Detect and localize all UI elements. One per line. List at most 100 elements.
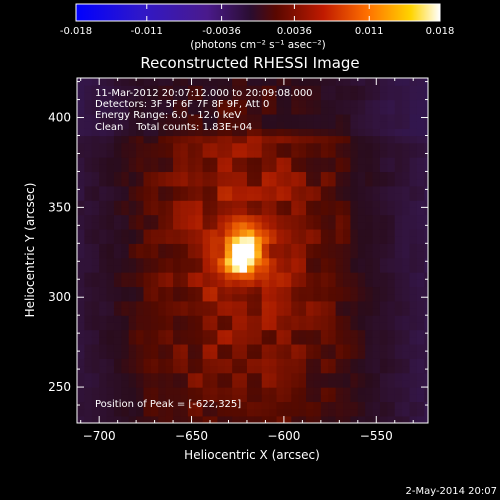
heatmap-cell: [165, 106, 174, 115]
heatmap-cell: [372, 142, 381, 151]
heatmap-cell: [246, 243, 255, 252]
heatmap-cell: [261, 329, 270, 338]
heatmap-cell: [298, 315, 307, 323]
heatmap-cell: [113, 106, 122, 115]
heatmap-cell: [409, 92, 418, 101]
heatmap-cell: [91, 135, 100, 144]
heatmap-cell: [239, 164, 248, 173]
heatmap-cell: [409, 142, 418, 151]
heatmap-cell: [372, 92, 381, 101]
heatmap-cell: [143, 408, 152, 417]
heatmap-cell: [180, 315, 189, 323]
heatmap-cell: [165, 121, 174, 129]
heatmap-cell: [232, 272, 241, 280]
heatmap-cell: [113, 214, 122, 223]
heatmap-cell: [232, 78, 241, 86]
heatmap-cell: [357, 415, 366, 423]
heatmap-cell: [313, 92, 322, 101]
heatmap-cell: [254, 200, 263, 208]
heatmap-cell: [343, 415, 352, 423]
heatmap-cell: [239, 178, 248, 187]
heatmap-cell: [77, 193, 85, 201]
heatmap-cell: [387, 279, 396, 288]
heatmap-cell: [269, 286, 278, 295]
heatmap-cell: [158, 272, 167, 280]
heatmap-cell: [261, 300, 270, 309]
y-tick-label: 250: [48, 380, 71, 394]
heatmap-cell: [313, 221, 322, 230]
heatmap-cell: [261, 236, 270, 244]
heatmap-cell: [328, 257, 337, 266]
heatmap-cell: [424, 300, 428, 309]
heatmap-cell: [313, 185, 322, 194]
heatmap-cell: [283, 243, 292, 252]
heatmap-cell: [402, 85, 411, 93]
heatmap-cell: [246, 78, 255, 86]
heatmap-cell: [224, 113, 233, 122]
heatmap-cell: [232, 415, 241, 423]
heatmap-cell: [291, 257, 300, 266]
heatmap-cell: [328, 193, 337, 201]
heatmap-cell: [387, 315, 396, 323]
heatmap-cell: [402, 336, 411, 345]
heatmap-cell: [269, 322, 278, 331]
heatmap-cell: [217, 394, 226, 403]
heatmap-cell: [409, 351, 418, 359]
heatmap-cell: [394, 236, 403, 244]
heatmap-cell: [136, 343, 145, 352]
heatmap-cell: [187, 185, 196, 194]
heatmap-cell: [416, 113, 425, 122]
heatmap-cell: [261, 221, 270, 230]
heatmap-cell: [343, 207, 352, 216]
heatmap-cell: [269, 200, 278, 208]
heatmap-cell: [143, 171, 152, 180]
heatmap-cell: [128, 164, 137, 173]
heatmap-cell: [379, 293, 388, 302]
heatmap-cell: [121, 135, 130, 144]
heatmap-cell: [335, 78, 344, 86]
heatmap-cell: [343, 379, 352, 388]
heatmap-cell: [232, 308, 241, 316]
heatmap-cell: [106, 193, 115, 201]
heatmap-cell: [77, 322, 85, 331]
heatmap-cell: [313, 157, 322, 165]
heatmap-cell: [128, 178, 137, 187]
heatmap-cell: [283, 408, 292, 417]
heatmap-cell: [187, 293, 196, 302]
heatmap-cell: [210, 78, 218, 86]
heatmap-cell: [180, 185, 189, 194]
heatmap-cell: [350, 257, 359, 266]
heatmap-cell: [379, 214, 388, 223]
heatmap-cell: [254, 106, 263, 115]
heatmap-cell: [187, 164, 196, 173]
heatmap-cell: [313, 264, 322, 273]
heatmap-cell: [365, 92, 374, 101]
heatmap-cell: [202, 157, 211, 165]
heatmap-cell: [424, 207, 428, 216]
heatmap-cell: [343, 164, 352, 173]
heatmap-cell: [343, 358, 352, 367]
heatmap-cell: [372, 121, 381, 129]
heatmap-cell: [365, 185, 374, 194]
heatmap-cell: [372, 135, 381, 144]
heatmap-cell: [224, 106, 233, 115]
heatmap-cell: [261, 379, 270, 388]
heatmap-cell: [409, 193, 418, 201]
heatmap-cell: [387, 236, 396, 244]
heatmap-cell: [320, 164, 329, 173]
heatmap-cell: [224, 243, 233, 252]
heatmap-cell: [180, 329, 189, 338]
heatmap-cell: [261, 322, 270, 331]
heatmap-cell: [291, 142, 300, 151]
heatmap-cell: [91, 149, 100, 158]
heatmap-cell: [387, 78, 396, 86]
heatmap-cell: [173, 343, 182, 352]
heatmap-cell: [291, 228, 300, 237]
heatmap-cell: [402, 128, 411, 137]
heatmap-cell: [232, 185, 241, 194]
heatmap-cell: [350, 214, 359, 223]
heatmap-cell: [372, 99, 381, 108]
heatmap-cell: [291, 106, 300, 115]
heatmap-cell: [306, 250, 315, 259]
heatmap-cell: [394, 322, 403, 331]
